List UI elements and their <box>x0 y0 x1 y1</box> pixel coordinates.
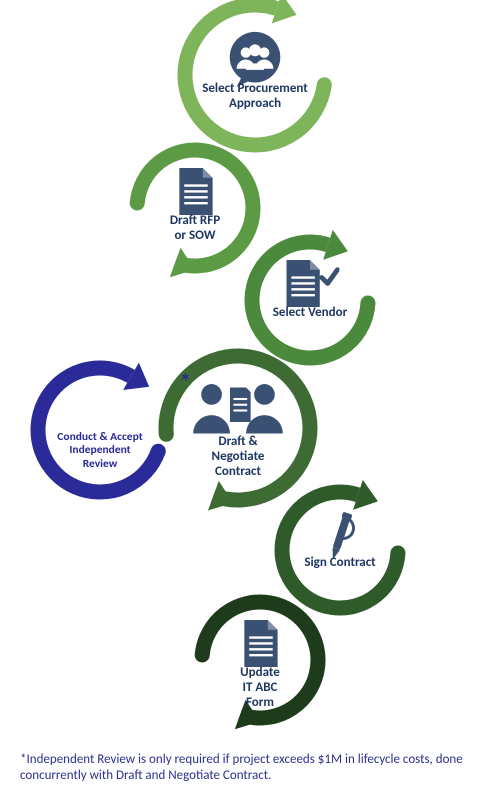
step-label-line: Form <box>182 696 338 711</box>
document-check-icon <box>234 258 387 309</box>
step-label-s3: Select Vendor <box>232 306 388 321</box>
step-label-line: Select Procurement <box>165 82 345 97</box>
step-label-line: Review <box>18 458 182 471</box>
step-label-s5: Sign Contract <box>262 556 418 571</box>
step-label-s6: UpdateIT ABCForm <box>182 666 338 711</box>
document-icon <box>184 618 337 669</box>
step-ir: Conduct & AcceptIndependentReview <box>18 348 182 512</box>
asterisk: * <box>180 368 191 395</box>
footnote: *Independent Review is only required if … <box>20 752 480 785</box>
document-icon <box>119 166 272 217</box>
step-label-s1: Select ProcurementApproach <box>165 82 345 112</box>
step-label-line: IT ABC <box>182 681 338 696</box>
step-label-line: Sign Contract <box>262 556 418 571</box>
step-s6: UpdateIT ABCForm <box>182 582 338 738</box>
step-label-line: Independent <box>18 444 182 457</box>
step-label-ir: Conduct & AcceptIndependentReview <box>18 431 182 471</box>
step-label-line: Approach <box>165 97 345 112</box>
step-label-line: Select Vendor <box>232 306 388 321</box>
step-label-line: Update <box>182 666 338 681</box>
